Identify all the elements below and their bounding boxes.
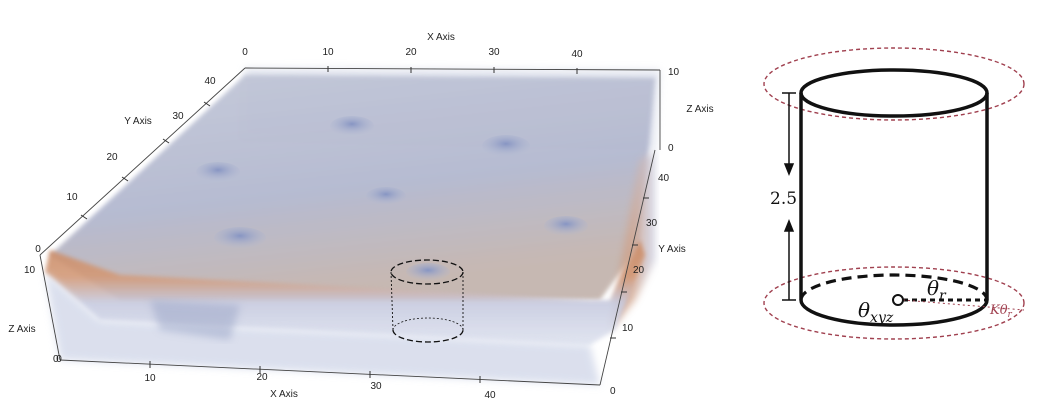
tick-label: 20 [633, 265, 645, 276]
dimple [482, 135, 530, 157]
dimple [366, 187, 406, 205]
tick-label: 10 [622, 323, 634, 334]
dimple [544, 216, 588, 236]
center-point [892, 294, 904, 306]
tick-label: 40 [658, 173, 670, 184]
tick-label: 40 [484, 390, 496, 401]
tick-label: 10 [66, 192, 78, 203]
tick-label: 20 [256, 372, 268, 383]
z-axis-title-left: Z Axis [8, 324, 35, 335]
slab-top-surface [50, 75, 655, 300]
dimple [406, 263, 450, 281]
tick-label: 0 [53, 354, 59, 365]
tick-label: 0 [242, 47, 248, 58]
height-label: 2.5 [770, 189, 797, 209]
dimple [196, 162, 240, 182]
tick-label: 30 [172, 111, 184, 122]
dimple [330, 116, 374, 136]
tick-label: 10 [24, 265, 36, 276]
cylinder-diagram-panel: 2.5 θxyz θr Kθr [763, 47, 1025, 340]
y-axis-title-right: Y Axis [658, 244, 686, 255]
tick-label: 0 [668, 143, 674, 154]
height-dimension [782, 92, 796, 301]
x-axis-title-top: X Axis [427, 32, 455, 43]
tick-label: 20 [106, 152, 118, 163]
z-axis-title-right: Z Axis [686, 104, 713, 115]
y-axis-title-left: Y Axis [124, 116, 152, 127]
tick-label: 10 [322, 47, 334, 58]
tick-label: 30 [646, 218, 658, 229]
tick-label: 10 [144, 373, 156, 384]
volume-render-panel: X Axis X Axis Y Axis Y Axis Z Axis Z Axi… [8, 32, 713, 401]
tick-label: 0 [35, 244, 41, 255]
slab-bottom-shadow [150, 300, 240, 340]
inner-cylinder [799, 68, 989, 327]
tick-label: 20 [405, 47, 417, 58]
volume-cylinder [390, 259, 464, 343]
dimple [214, 227, 266, 249]
axis-tick-marks [80, 66, 649, 383]
outer-dashed-cylinder [763, 47, 1025, 340]
theta-r-label: θr [927, 276, 947, 304]
tick-label: 30 [488, 47, 500, 58]
theta-xyz-label: θxyz [858, 298, 894, 326]
tick-label: 40 [571, 49, 583, 60]
k-theta-r-label: Kθr [989, 303, 1013, 320]
tick-label: 0 [610, 386, 616, 397]
tick-label: 40 [204, 76, 216, 87]
x-axis-title-bottom: X Axis [270, 389, 298, 400]
tick-label: 0 [56, 354, 62, 365]
tick-label: 30 [370, 381, 382, 392]
k-radius-line [902, 299, 1025, 311]
slab-lower-body [45, 272, 600, 385]
tick-label: 10 [668, 67, 680, 78]
